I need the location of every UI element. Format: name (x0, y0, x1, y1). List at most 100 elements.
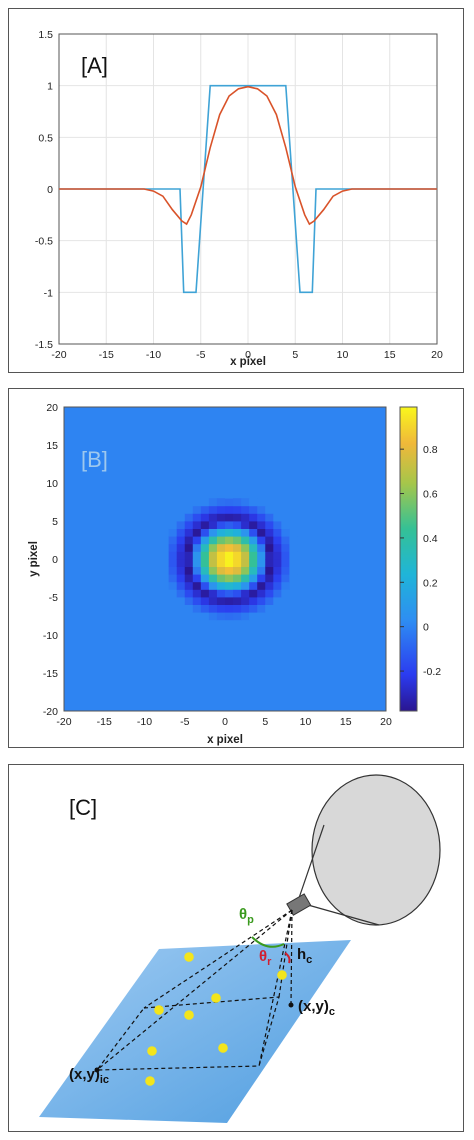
heatmap-cell (160, 543, 170, 552)
heatmap-cell (273, 513, 282, 522)
heatmap-cell (241, 597, 250, 605)
heatmap-cell (200, 498, 210, 507)
heatmap-cell (233, 566, 242, 575)
heatmap-cell (249, 604, 258, 613)
x-tick-label: -15 (97, 716, 112, 728)
x-tick-label: 15 (384, 349, 396, 361)
heatmap-cell (192, 505, 202, 514)
colorbar-tick-label: 0.4 (423, 533, 438, 545)
heatmap-cell (176, 551, 186, 560)
heatmap-cell (184, 566, 194, 575)
x-tick-label: 20 (380, 716, 392, 728)
xy-ic-label: (x,y)ic (69, 1066, 109, 1086)
heatmap-cell (233, 597, 242, 605)
heatmap-cell (192, 498, 202, 507)
heatmap-cell (233, 589, 242, 598)
heatmap-cell (273, 536, 282, 545)
heatmap-cell (273, 551, 282, 560)
heatmap-cell (289, 566, 298, 575)
heatmap-cell (176, 543, 186, 552)
heatmap-cell (249, 528, 258, 537)
heatmap-cell (257, 581, 266, 590)
heatmap-cell (265, 559, 274, 567)
heatmap-cell (160, 551, 170, 560)
y-tick-label: -5 (49, 592, 58, 604)
heatmap-cells (64, 407, 386, 711)
heatmap-cell (184, 543, 194, 552)
x-axis-label: x pixel (230, 356, 266, 368)
heatmap-cell (208, 566, 218, 575)
heatmap-cell (216, 551, 226, 560)
heatmap-cell (273, 528, 282, 537)
heatmap-cell (281, 536, 290, 545)
heatmap-cell (265, 566, 274, 575)
heatmap-cell (184, 597, 194, 605)
heatmap-cell (216, 528, 226, 537)
xy-c-label: (x,y)c (298, 998, 335, 1018)
heatmap-cell (281, 543, 290, 552)
heatmap-cell (200, 574, 210, 583)
target-dot (211, 993, 221, 1003)
heatmap-cell (233, 574, 242, 583)
heatmap-cell (265, 543, 274, 552)
heatmap-cell (257, 536, 266, 545)
heatmap-cell (249, 581, 258, 590)
heatmap-cell (216, 574, 226, 583)
heatmap-cell (168, 536, 178, 545)
target-dot (154, 1005, 164, 1015)
heatmap-cell (257, 559, 266, 567)
heatmap-cell (192, 604, 202, 613)
heatmap-cell (168, 581, 178, 590)
colorbar-tick-label: 0 (423, 622, 429, 634)
heatmap-cell (241, 566, 250, 575)
heatmap-cell (225, 551, 234, 560)
heatmap-cell (192, 559, 202, 567)
heatmap-cell (184, 521, 194, 529)
panel-label-b: [B] (81, 447, 108, 472)
heatmap-cell (192, 521, 202, 529)
point-xy-c (288, 1002, 294, 1008)
theta-r-arc (284, 952, 291, 964)
heatmap-cell (168, 559, 178, 567)
heatmap-cell (200, 528, 210, 537)
heatmap-cell (257, 597, 266, 605)
heatmap-cell (273, 589, 282, 598)
heatmap-cell (176, 581, 186, 590)
heatmap-cell (241, 612, 250, 621)
heatmap-cell (233, 612, 242, 621)
heatmap-cell (241, 498, 250, 507)
heatmap-cell (249, 521, 258, 529)
x-tick-label: 0 (245, 349, 251, 361)
series-line-1 (59, 84, 437, 294)
heatmap-cell (225, 498, 234, 507)
heatmap-cell (281, 581, 290, 590)
heatmap-cell (241, 559, 250, 567)
y-tick-label: 0 (52, 554, 58, 566)
heatmap-cell (265, 581, 274, 590)
heatmap-cell (265, 513, 274, 522)
heatmap-cell (233, 505, 242, 514)
y-tick-label: -1 (44, 287, 53, 299)
heatmap-cell (200, 604, 210, 613)
heatmap-cell (249, 513, 258, 522)
y-tick-label: 5 (52, 516, 58, 528)
heatmap-cell (273, 566, 282, 575)
tick-labels: -20 -15 -10 -5 0 5 10 15 20 20 15 10 5 0 -5 -10 -15 -20 0.… (43, 402, 441, 728)
heatmap-cell (225, 581, 234, 590)
heatmap-cell (168, 589, 178, 598)
heatmap-cell (208, 574, 218, 583)
heatmap-cell (233, 498, 242, 507)
heatmap-cell (200, 566, 210, 575)
heatmap-cell (176, 574, 186, 583)
heatmap-cell (225, 604, 234, 613)
heatmap-cell (225, 574, 234, 583)
x-tick-label: 15 (340, 716, 352, 728)
heatmap-cell (281, 566, 290, 575)
heatmap-cell (233, 559, 242, 567)
y-tick-label: 10 (46, 478, 58, 490)
heatmap-cell (160, 566, 170, 575)
x-tick-label: -15 (99, 349, 114, 361)
heatmap-cell (200, 513, 210, 522)
heatmap-cell (225, 513, 234, 522)
heatmap-cell (208, 513, 218, 522)
